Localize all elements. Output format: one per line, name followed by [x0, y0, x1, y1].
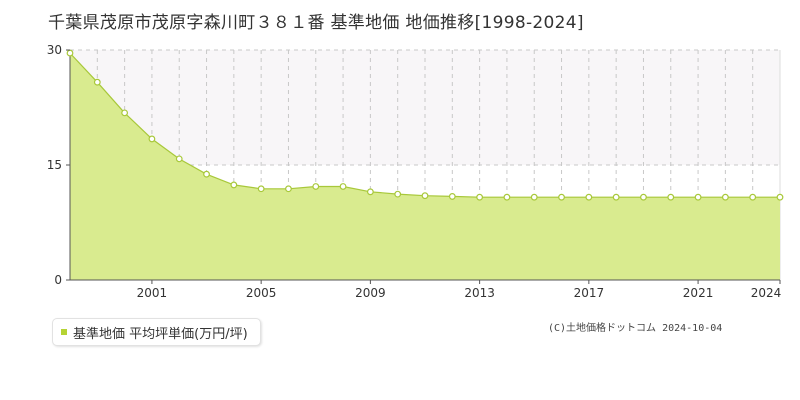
data-point [721, 193, 729, 201]
data-point [203, 170, 210, 178]
data-point [667, 193, 675, 201]
y-tick-label: 0 [54, 273, 62, 287]
legend: 基準地価 平均坪単価(万円/坪) [52, 318, 261, 346]
data-point [121, 109, 129, 117]
data-point [612, 193, 620, 201]
data-point [530, 193, 538, 201]
x-tick-label: 2001 [137, 286, 168, 300]
legend-label: 基準地価 平均坪単価(万円/坪) [73, 326, 248, 342]
chart-title: 千葉県茂原市茂原字森川町３８１番 基準地価 地価推移[1998-2024] [48, 13, 584, 33]
data-point [749, 193, 757, 201]
data-point [585, 193, 593, 201]
x-tick-label: 2021 [683, 286, 714, 300]
data-point [285, 185, 292, 193]
data-point [558, 193, 565, 201]
x-tick-label: 2009 [355, 286, 386, 300]
data-point [230, 181, 238, 189]
data-point [257, 185, 265, 193]
x-tick-label: 2005 [246, 286, 277, 300]
y-tick-label: 15 [47, 158, 62, 172]
data-point [503, 193, 511, 201]
data-point [339, 183, 347, 190]
data-point [312, 183, 320, 190]
data-point [421, 192, 429, 200]
credit-text: (C)土地価格ドットコム 2024-10-04 [548, 323, 723, 334]
x-tick-label: 2013 [464, 286, 495, 300]
legend-swatch [61, 329, 67, 335]
data-point [66, 49, 74, 57]
data-point [175, 155, 183, 163]
data-point [776, 193, 784, 201]
data-point [448, 193, 456, 200]
data-point [148, 135, 156, 143]
x-tick-label: 2024 [751, 286, 782, 300]
data-point [476, 193, 484, 201]
data-point [694, 193, 702, 201]
data-point [640, 193, 647, 201]
x-tick-label: 2017 [574, 286, 605, 300]
data-point [394, 190, 402, 198]
data-point [93, 78, 101, 86]
y-tick-label: 30 [47, 43, 62, 57]
series-area [70, 53, 780, 280]
data-point [366, 188, 374, 196]
